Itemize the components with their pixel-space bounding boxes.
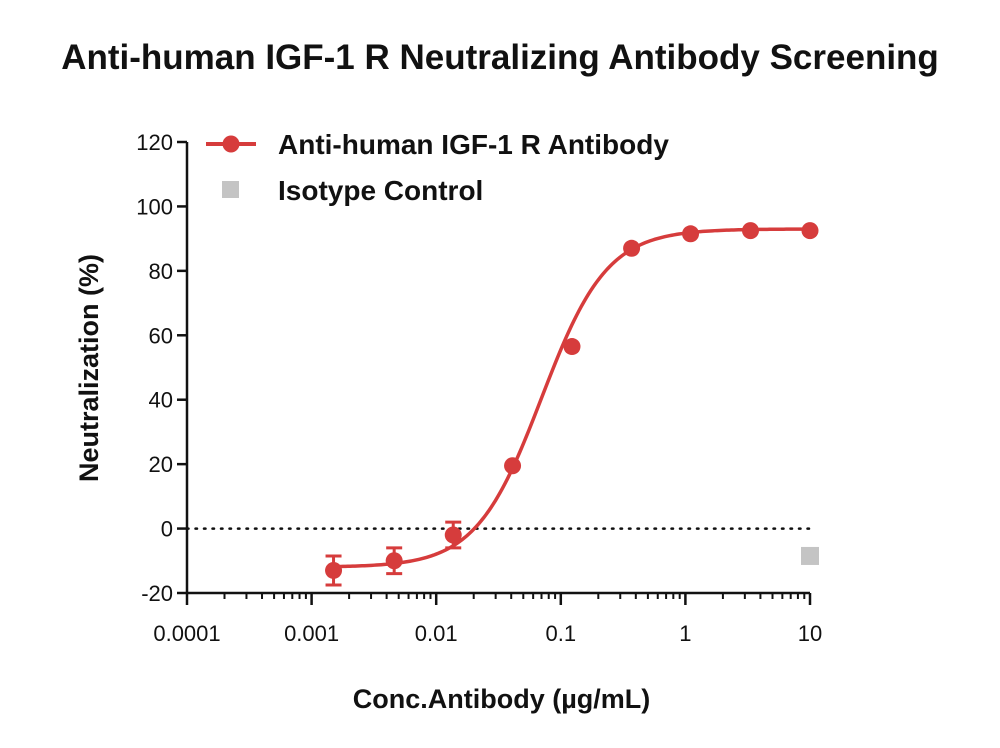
- y-tick-label: 80: [149, 259, 173, 284]
- data-point-antibody: [741, 222, 759, 240]
- data-point-antibody: [325, 561, 343, 579]
- legend-label-antibody: Anti-human IGF-1 R Antibody: [278, 129, 669, 160]
- data-point-antibody: [504, 457, 522, 475]
- legend-marker-isotype: [222, 181, 239, 198]
- x-axis-label: Conc.Antibody (µg/mL): [353, 684, 651, 714]
- data-point-antibody: [563, 338, 581, 356]
- y-tick-label: 100: [136, 194, 173, 219]
- data-point-antibody: [385, 552, 403, 570]
- data-point-isotype: [801, 546, 819, 565]
- chart-title: Anti-human IGF-1 R Neutralizing Antibody…: [61, 38, 939, 77]
- y-axis-label: Neutralization (%): [74, 254, 104, 482]
- x-tick-label: 0.1: [546, 621, 577, 646]
- data-points: [325, 222, 819, 579]
- legend-marker-antibody: [222, 135, 240, 153]
- y-tick-label: 40: [149, 388, 173, 413]
- y-tick-label: 20: [149, 452, 173, 477]
- y-tick-label: 120: [136, 130, 173, 155]
- fit-curve-antibody: [333, 227, 811, 569]
- data-point-antibody: [801, 222, 819, 240]
- data-point-antibody: [682, 225, 700, 243]
- y-axis: -20 0 20 40 60 80 100 120: [136, 130, 189, 606]
- x-axis: 0.0001 0.001 0.01 0.1 1 10: [153, 591, 822, 646]
- y-tick-label: 0: [161, 517, 173, 542]
- x-tick-label: 10: [798, 621, 822, 646]
- y-tick-label: -20: [141, 581, 173, 606]
- data-point-antibody: [623, 239, 641, 257]
- x-tick-label: 0.01: [415, 621, 458, 646]
- x-tick-label: 0.0001: [153, 621, 220, 646]
- legend-label-isotype: Isotype Control: [278, 175, 483, 206]
- x-tick-label: 1: [679, 621, 691, 646]
- legend: Anti-human IGF-1 R Antibody Isotype Contr…: [206, 129, 669, 206]
- x-tick-label: 0.001: [284, 621, 339, 646]
- y-tick-label: 60: [149, 323, 173, 348]
- data-point-antibody: [444, 526, 462, 544]
